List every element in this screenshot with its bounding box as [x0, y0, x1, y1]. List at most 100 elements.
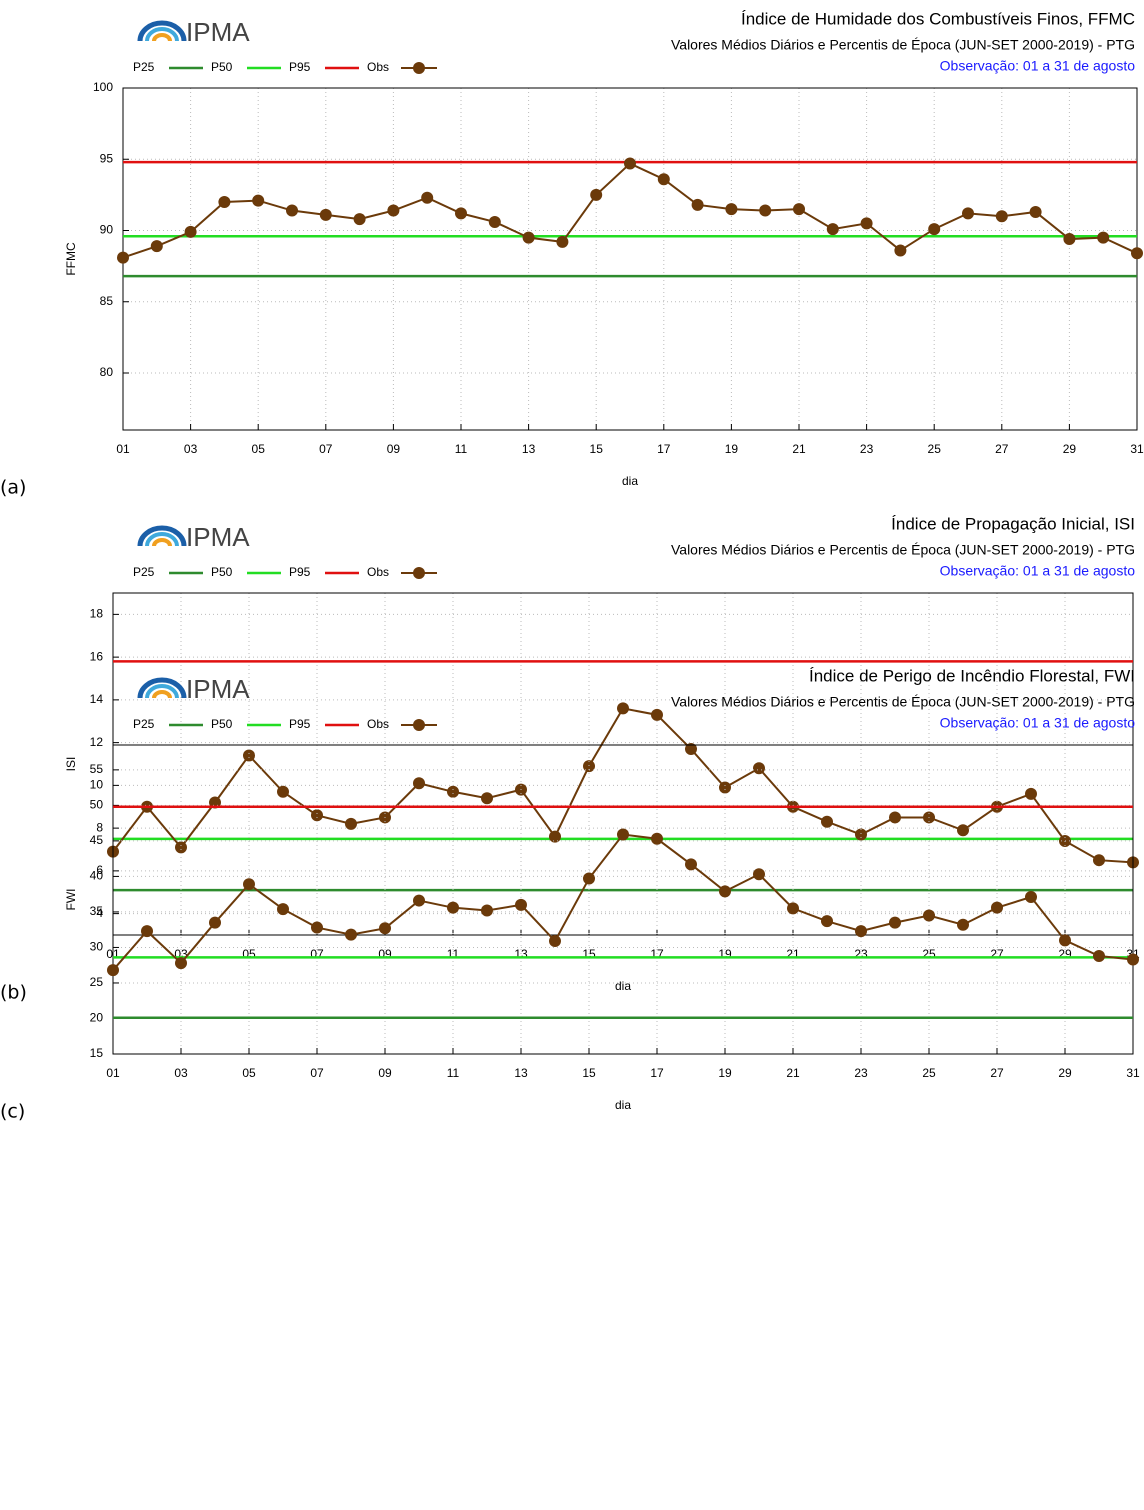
- data-point: [209, 916, 221, 929]
- data-point: [218, 196, 231, 208]
- y-tick-label: 6: [96, 863, 103, 877]
- data-point: [1059, 934, 1071, 947]
- y-tick-label: 50: [90, 798, 104, 812]
- plot-frame: [122, 87, 1138, 431]
- data-point: [889, 811, 901, 824]
- data-point: [991, 901, 1003, 914]
- data-point: [1029, 205, 1042, 218]
- data-point: [957, 918, 969, 931]
- data-point: [1127, 953, 1139, 966]
- x-tick-label: 13: [522, 442, 536, 456]
- data-point: [243, 749, 255, 762]
- x-tick-label: 27: [995, 442, 1009, 456]
- legend-label: P25: [133, 60, 155, 74]
- panel-label: (b): [0, 982, 27, 1004]
- legend-label: P50: [211, 717, 233, 731]
- logo-arc: [145, 684, 179, 699]
- logo-arc: [152, 538, 172, 547]
- x-tick-label: 19: [718, 1066, 732, 1080]
- panel-label: (a): [0, 477, 26, 499]
- chart-subtitle: Valores Médios Diários e Percentis de Ép…: [671, 694, 1135, 710]
- x-tick-label: 11: [447, 1066, 460, 1080]
- y-tick-label: 20: [90, 1011, 104, 1025]
- data-point: [793, 203, 805, 216]
- y-tick-label: 90: [100, 223, 114, 237]
- legend-label: Obs: [367, 565, 389, 579]
- data-point: [691, 198, 704, 211]
- logo-text: IPMA: [186, 674, 250, 704]
- data-point: [184, 225, 197, 238]
- data-point: [549, 935, 561, 948]
- data-point: [421, 191, 434, 204]
- x-tick-label: 05: [252, 442, 266, 456]
- data-point: [455, 207, 467, 220]
- data-point: [719, 885, 731, 898]
- data-point: [889, 916, 901, 929]
- data-point: [657, 173, 670, 186]
- y-tick-label: 55: [90, 762, 104, 776]
- data-point: [894, 244, 907, 257]
- y-tick-label: 80: [100, 365, 114, 379]
- y-axis-label: FFMC: [64, 242, 78, 276]
- x-tick-label: 31: [1130, 442, 1144, 456]
- data-point: [311, 921, 323, 934]
- legend-label: Obs: [367, 60, 389, 74]
- x-axis-label: dia: [622, 474, 638, 488]
- y-tick-label: 14: [90, 692, 104, 706]
- plot-frame: [112, 592, 1134, 936]
- logo: [137, 20, 187, 42]
- data-point: [753, 868, 765, 881]
- y-axis-label: FWI: [64, 889, 78, 911]
- data-point: [1063, 233, 1076, 246]
- data-point: [413, 894, 425, 907]
- data-point: [175, 841, 187, 854]
- x-tick-label: 05: [242, 1066, 256, 1080]
- x-tick-label: 21: [792, 442, 806, 456]
- data-point: [353, 213, 366, 226]
- logo-arc: [137, 677, 187, 699]
- data-point: [826, 223, 839, 236]
- data-point: [860, 217, 873, 230]
- data-point: [583, 760, 595, 773]
- x-tick-label: 13: [514, 1066, 528, 1080]
- series-line: [122, 162, 1138, 259]
- y-tick-label: 30: [90, 940, 104, 954]
- data-point: [277, 903, 289, 916]
- x-tick-label: 19: [725, 442, 739, 456]
- data-point: [488, 215, 501, 228]
- data-point: [1097, 231, 1110, 244]
- chart-subtitle: Valores Médios Diários e Percentis de Ép…: [671, 37, 1135, 53]
- y-tick-label: 45: [90, 833, 104, 847]
- legend-label: P95: [289, 60, 311, 74]
- x-tick-label: 17: [657, 442, 671, 456]
- data-point: [624, 157, 636, 170]
- logo-arc: [137, 20, 187, 42]
- data-point: [1093, 949, 1105, 962]
- y-tick-label: 35: [90, 904, 104, 918]
- logo-arc: [145, 27, 179, 42]
- data-point: [821, 815, 833, 828]
- data-point: [277, 785, 289, 798]
- data-point: [651, 708, 663, 721]
- data-point: [311, 809, 323, 822]
- data-point: [117, 251, 129, 264]
- data-point: [252, 194, 265, 207]
- data-point: [590, 188, 603, 201]
- x-tick-label: 01: [106, 1066, 120, 1080]
- logo-arc: [145, 532, 179, 547]
- data-point: [319, 208, 332, 221]
- logo-text: IPMA: [186, 522, 250, 552]
- data-point: [855, 828, 867, 841]
- legend-label: Obs: [367, 717, 389, 731]
- x-tick-label: 15: [590, 442, 604, 456]
- x-tick-label: 07: [310, 1066, 324, 1080]
- x-tick-label: 07: [319, 442, 333, 456]
- legend-label: P95: [289, 717, 311, 731]
- x-axis-label: dia: [615, 1098, 631, 1112]
- x-axis-label: dia: [615, 979, 631, 993]
- data-point: [753, 762, 765, 775]
- y-tick-label: 40: [90, 869, 104, 883]
- y-tick-label: 4: [96, 906, 103, 920]
- y-tick-label: 18: [90, 607, 104, 621]
